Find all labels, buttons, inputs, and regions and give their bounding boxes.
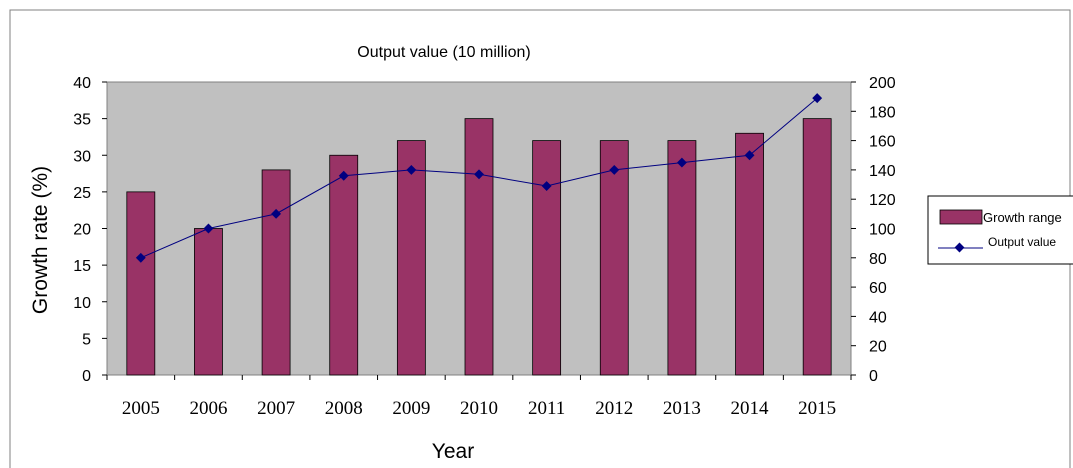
point-2006	[203, 223, 214, 234]
right-axis: 0 20 40 60 80 100 120 140 160 180 200	[851, 75, 896, 385]
right-tick-label: 100	[869, 222, 896, 239]
legend-label-output-value: Output value	[988, 235, 1056, 249]
bar-2005	[126, 191, 156, 376]
point-2009	[406, 164, 417, 175]
right-tick-label: 80	[869, 251, 887, 268]
legend-box	[927, 195, 1073, 265]
point-2015	[812, 93, 823, 104]
legend: Growth range Output value	[927, 195, 1073, 265]
left-tick-label: 25	[73, 185, 91, 202]
bar-2006	[194, 228, 223, 376]
left-tick-label: 20	[73, 222, 91, 239]
x-axis-label: Year	[432, 440, 474, 463]
point-2008	[338, 170, 349, 181]
bar-2008	[329, 154, 359, 376]
legend-bar-swatch	[939, 209, 983, 225]
right-tick-label: 180	[869, 104, 896, 121]
left-tick-label: 5	[82, 331, 91, 348]
bar-2015	[802, 118, 832, 376]
right-tick-label: 120	[869, 192, 896, 209]
x-tick-label: 2005	[122, 398, 160, 419]
bar-2014	[735, 132, 764, 376]
legend-line-marker	[954, 242, 965, 253]
chart-title: Output value (10 million)	[357, 44, 530, 61]
right-tick-label: 160	[869, 134, 896, 151]
right-tick-label: 140	[869, 163, 896, 180]
bar-2010	[464, 118, 494, 376]
bar-2009	[396, 140, 426, 376]
x-tick-label: 2011	[528, 398, 565, 419]
left-tick-label: 15	[73, 258, 91, 275]
point-2011	[541, 181, 552, 191]
left-tick-label: 40	[73, 75, 91, 92]
right-tick-label: 20	[869, 339, 887, 356]
line-series	[135, 93, 823, 263]
y-axis-label: Growth rate (%)	[29, 166, 52, 314]
bar-2011	[532, 140, 562, 376]
right-tick-label: 40	[869, 309, 887, 326]
point-2012	[609, 164, 620, 175]
x-tick-label: 2013	[663, 398, 701, 419]
right-tick-label: 200	[869, 75, 896, 92]
legend-label-growth-range: Growth range	[983, 210, 1062, 225]
x-axis: 2005 2006 2007 2008 2009 2010 2011 2012 2013 2014…	[106, 375, 852, 419]
x-tick-label: 2014	[731, 398, 770, 419]
point-2014	[744, 150, 755, 161]
left-tick-label: 10	[73, 295, 91, 312]
x-tick-label: 2008	[325, 398, 363, 419]
point-2013	[676, 157, 687, 168]
bar-series	[126, 118, 832, 376]
right-tick-label: 60	[869, 280, 887, 297]
left-tick-label: 0	[82, 368, 91, 385]
left-tick-label: 30	[73, 148, 91, 165]
x-tick-label: 2006	[189, 398, 227, 419]
point-2010	[474, 169, 484, 180]
x-tick-label: 2012	[595, 398, 633, 419]
left-tick-label: 35	[73, 112, 91, 129]
x-tick-label: 2009	[392, 398, 430, 419]
left-axis: 0 5 10 15 20 25 30 35 40	[73, 75, 107, 385]
x-tick-label: 2015	[798, 398, 836, 419]
right-tick-label: 0	[869, 368, 878, 385]
bar-2007	[261, 169, 291, 376]
bar-2012	[599, 140, 629, 376]
point-2007	[271, 208, 282, 219]
x-tick-label: 2007	[257, 398, 295, 419]
x-tick-label: 2010	[460, 398, 498, 419]
bar-2013	[667, 140, 697, 376]
